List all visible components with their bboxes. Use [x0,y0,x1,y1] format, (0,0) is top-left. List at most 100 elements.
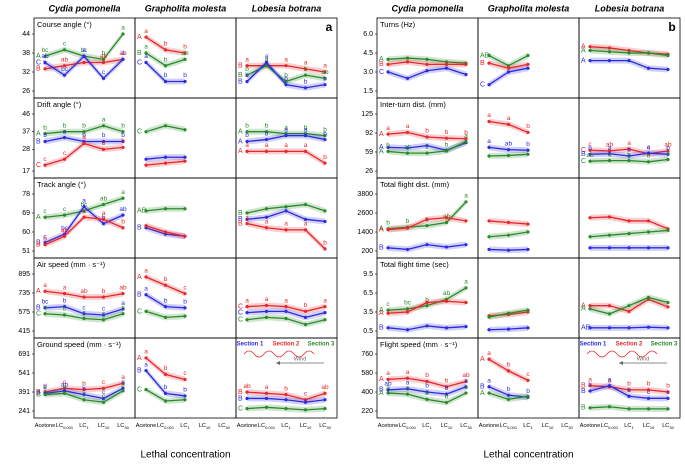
point [405,146,410,150]
point [405,328,410,332]
point [284,406,288,411]
significance-letter: b [102,50,106,57]
panel-letter: b [668,20,675,34]
point [405,310,410,314]
group-letter: C [137,59,142,66]
significance-letter: b [323,126,327,133]
point [627,304,631,308]
diagram-section: Section 2 [616,342,643,348]
point [386,246,390,250]
group-letter: A [379,56,384,63]
point [405,130,410,135]
point [646,51,651,55]
point [487,247,491,252]
point [646,388,651,392]
group-letter: B [379,325,384,332]
point [323,137,327,142]
point [588,48,592,53]
point [163,155,168,159]
point [666,246,670,250]
point [43,163,47,167]
point [464,137,468,141]
point [425,243,429,247]
point [144,275,148,279]
point [264,315,269,319]
point [386,145,390,149]
point [183,159,187,163]
significance-letter: ab [606,142,614,149]
x-tick-label: LC1 [422,423,432,430]
point [506,66,511,70]
point [144,35,148,39]
point [487,154,491,158]
significance-letter: b [445,129,449,136]
panel-frame [477,257,580,339]
category-main: LC [662,423,669,429]
point [386,391,390,395]
y-tick-label: 1400 [357,229,373,236]
point [121,213,125,217]
point [444,385,449,389]
significance-letter: a [121,305,125,312]
point [82,316,86,321]
panel-frame [235,337,338,419]
point [487,119,491,124]
point [425,69,429,73]
point [425,151,429,155]
group-letter: C [36,311,41,318]
category-main: Acetone [378,423,399,429]
significance-letter: b [43,235,47,242]
significance-letter: b [445,385,449,392]
x-tick-label: LC30 [561,423,573,430]
point [183,207,187,211]
point [323,83,327,87]
x-tick-label: LC0.001 [601,423,619,430]
point [464,219,468,223]
group-letter: C [379,69,384,76]
group-letter: C [137,386,142,393]
significance-letter: b [183,299,187,306]
point [43,215,47,219]
y-tick-label: 92 [365,130,373,137]
flight-path [243,350,315,358]
significance-letter: b [63,297,67,304]
point [444,400,449,405]
significance-letter: ab [80,288,88,295]
point [121,381,125,385]
significance-letter: a [608,376,612,383]
significance-letter: b [304,79,308,86]
significance-letter: c [647,144,651,151]
category-sub: 10 [307,425,312,430]
point [627,219,631,223]
significance-letter: b [323,75,327,82]
point [607,304,612,308]
category-main: LC [56,423,63,429]
group-letter: A [379,226,384,233]
point [284,209,288,213]
significance-letter: a [284,124,288,131]
point [101,57,106,61]
point [264,215,269,219]
x-tick-label: Acetone [35,423,56,429]
y-tick-label: 580 [361,370,373,377]
significance-letter: b [82,132,86,139]
point [646,230,651,234]
point [425,324,429,328]
point [646,396,651,400]
point [405,151,410,155]
point [121,312,125,316]
point [646,151,651,155]
point [425,217,429,221]
point [526,247,530,252]
error-band [489,60,528,72]
point [323,209,327,213]
point [607,152,612,156]
point [245,396,249,401]
significance-letter: b [265,122,269,129]
point [245,217,249,221]
x-tick-label: LC1 [523,423,533,430]
point [425,304,429,308]
point [284,393,288,397]
category-main: LC [258,423,265,429]
significance-letter: bc [81,47,89,54]
